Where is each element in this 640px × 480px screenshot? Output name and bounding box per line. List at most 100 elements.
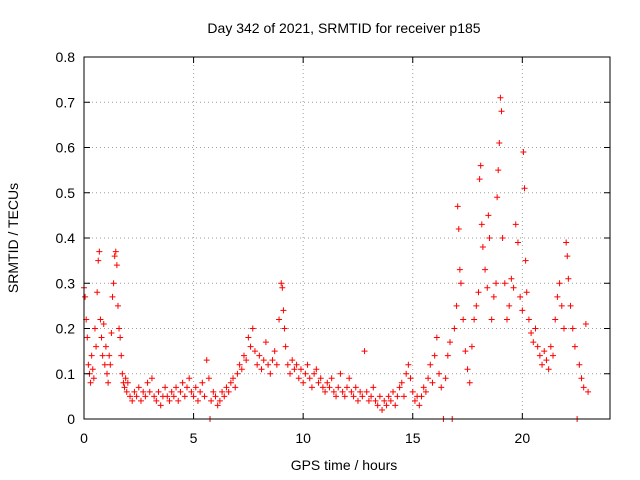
data-point bbox=[258, 366, 265, 373]
data-point bbox=[179, 379, 186, 386]
data-point bbox=[453, 302, 460, 309]
data-point bbox=[374, 402, 381, 409]
data-point bbox=[221, 393, 228, 400]
data-point bbox=[324, 379, 331, 386]
data-point bbox=[238, 366, 245, 373]
y-tick-label: 0.7 bbox=[56, 94, 76, 110]
data-point bbox=[157, 402, 164, 409]
data-point bbox=[582, 320, 589, 327]
data-point bbox=[403, 370, 410, 377]
x-tick-label: 10 bbox=[295, 430, 311, 446]
data-point bbox=[319, 384, 326, 391]
data-point bbox=[194, 397, 201, 404]
data-point bbox=[186, 375, 193, 382]
data-point bbox=[135, 384, 142, 391]
data-point bbox=[341, 393, 348, 400]
data-point bbox=[291, 366, 298, 373]
data-point bbox=[267, 370, 274, 377]
data-point bbox=[528, 330, 535, 337]
data-point bbox=[110, 280, 117, 287]
data-point bbox=[210, 388, 217, 395]
data-point bbox=[177, 388, 184, 395]
data-point bbox=[521, 185, 528, 192]
data-point bbox=[190, 393, 197, 400]
data-point bbox=[87, 379, 94, 386]
data-point bbox=[106, 352, 113, 359]
y-tick-label: 0.5 bbox=[56, 185, 76, 201]
data-point bbox=[142, 393, 149, 400]
data-point bbox=[236, 361, 243, 368]
data-point bbox=[519, 307, 526, 314]
data-point bbox=[418, 393, 425, 400]
data-point bbox=[306, 375, 313, 382]
data-point bbox=[219, 388, 226, 395]
data-point bbox=[454, 203, 461, 210]
data-point bbox=[122, 375, 129, 382]
data-point bbox=[422, 388, 429, 395]
data-point bbox=[466, 379, 473, 386]
data-point bbox=[520, 149, 527, 156]
data-point bbox=[455, 225, 462, 232]
data-point bbox=[471, 316, 478, 323]
data-point bbox=[476, 176, 483, 183]
data-point bbox=[497, 94, 504, 101]
data-point bbox=[564, 253, 571, 260]
data-point bbox=[495, 167, 502, 174]
data-point bbox=[315, 379, 322, 386]
data-point bbox=[281, 325, 288, 332]
data-point bbox=[114, 302, 121, 309]
data-point bbox=[112, 248, 119, 255]
data-point bbox=[91, 325, 98, 332]
data-point bbox=[361, 348, 368, 355]
data-point bbox=[585, 388, 592, 395]
data-point bbox=[436, 370, 443, 377]
data-point bbox=[245, 334, 252, 341]
data-point bbox=[392, 402, 399, 409]
data-point bbox=[199, 379, 206, 386]
data-point bbox=[105, 379, 112, 386]
data-point bbox=[554, 293, 561, 300]
data-point bbox=[175, 397, 182, 404]
data-point bbox=[571, 343, 578, 350]
data-point bbox=[100, 320, 107, 327]
data-point bbox=[451, 325, 458, 332]
data-point bbox=[539, 361, 546, 368]
data-point bbox=[438, 384, 445, 391]
data-point bbox=[344, 384, 350, 391]
data-point bbox=[372, 397, 379, 404]
data-point bbox=[96, 248, 103, 255]
data-point bbox=[547, 343, 554, 350]
data-point bbox=[534, 343, 541, 350]
data-point bbox=[249, 325, 256, 332]
y-tick-label: 0 bbox=[67, 411, 75, 427]
data-point bbox=[117, 334, 124, 341]
data-point bbox=[478, 221, 485, 228]
data-point bbox=[94, 289, 101, 296]
data-point bbox=[532, 325, 539, 332]
data-point bbox=[279, 284, 286, 291]
data-point bbox=[107, 361, 114, 368]
data-point bbox=[173, 384, 180, 391]
data-point bbox=[444, 352, 451, 359]
data-point bbox=[416, 402, 423, 409]
data-point bbox=[503, 316, 510, 323]
data-point bbox=[260, 357, 267, 364]
data-point bbox=[240, 352, 247, 359]
data-point bbox=[370, 384, 377, 391]
x-axis-label: GPS time / hours bbox=[291, 457, 398, 473]
data-point bbox=[354, 397, 361, 404]
data-point bbox=[352, 384, 359, 391]
data-point bbox=[429, 379, 436, 386]
data-point bbox=[88, 352, 95, 359]
data-point bbox=[552, 316, 559, 323]
data-point bbox=[578, 375, 585, 382]
data-point bbox=[543, 357, 550, 364]
chart-title: Day 342 of 2021, SRMTID for receiver p18… bbox=[207, 20, 480, 36]
data-point bbox=[387, 397, 394, 404]
data-point bbox=[155, 388, 162, 395]
data-point bbox=[431, 352, 438, 359]
data-point bbox=[493, 280, 500, 287]
data-point bbox=[284, 361, 291, 368]
data-point bbox=[576, 361, 583, 368]
